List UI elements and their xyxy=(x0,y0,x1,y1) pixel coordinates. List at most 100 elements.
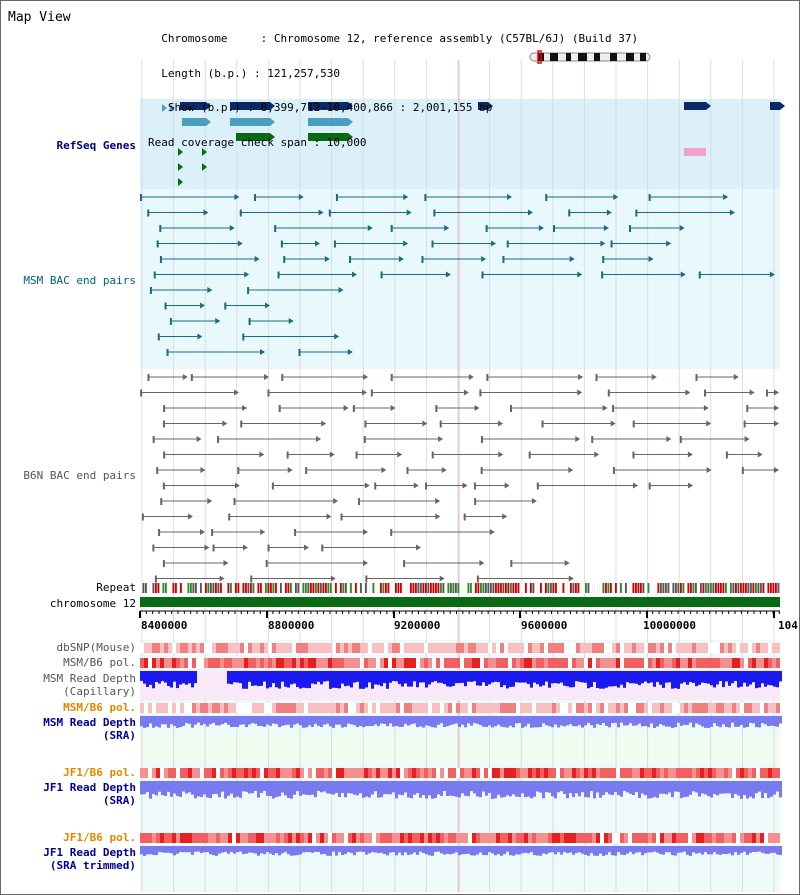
polymorphism-cell xyxy=(660,833,664,843)
b6n-bac-pair-end xyxy=(706,467,712,473)
polymorphism-cell xyxy=(224,658,228,668)
track-label-jf1-b6-pol[interactable]: JF1/B6 pol. xyxy=(63,766,136,779)
read-depth-bar xyxy=(302,846,305,853)
b6n-bac-pair-end xyxy=(578,374,584,380)
b6n-bac-pair-end xyxy=(228,513,231,521)
repeat-block xyxy=(240,583,242,593)
b6n-bac-pair-end xyxy=(704,389,707,397)
read-depth-bar xyxy=(314,846,317,852)
polymorphism-cell xyxy=(240,703,244,713)
repeat-block xyxy=(260,583,262,593)
polymorphism-cell xyxy=(316,643,320,653)
polymorphism-cell xyxy=(328,643,332,653)
polymorphism-cell xyxy=(740,643,744,653)
read-depth-bar xyxy=(545,671,548,682)
polymorphism-cell xyxy=(616,703,620,713)
track-label-jf1-depth-sra[interactable]: JF1 Read Depth xyxy=(43,781,136,794)
polymorphism-cell xyxy=(244,768,248,778)
read-depth-bar xyxy=(347,846,350,853)
read-depth-bar xyxy=(239,716,242,725)
track-label-msm-b6-pol[interactable]: MSM/B6 pol. xyxy=(63,656,136,669)
polymorphism-cell xyxy=(716,658,720,668)
polymorphism-cell xyxy=(684,833,688,843)
polymorphism-cell xyxy=(204,643,208,653)
polymorphism-cell xyxy=(520,768,524,778)
read-depth-bar xyxy=(695,846,698,854)
track-label-refseq[interactable]: RefSeq Genes xyxy=(56,139,136,152)
polymorphism-cell xyxy=(716,833,720,843)
polymorphism-cell xyxy=(324,658,328,668)
refseq-gene xyxy=(684,102,706,110)
repeat-block xyxy=(640,583,642,593)
repeat-block xyxy=(720,583,722,593)
repeat-block xyxy=(182,583,185,593)
read-depth-bar xyxy=(773,671,776,687)
polymorphism-cell xyxy=(280,643,284,653)
polymorphism-cell xyxy=(204,703,208,713)
read-depth-bar xyxy=(245,716,248,728)
track-label-dbsnp[interactable]: dbSNP(Mouse) xyxy=(56,641,136,654)
read-depth-bar xyxy=(665,671,668,683)
read-depth-bar xyxy=(479,846,482,853)
polymorphism-cell xyxy=(584,703,588,713)
read-depth-bar xyxy=(644,671,647,682)
track-label-msm-depth-cap[interactable]: MSM Read Depth xyxy=(43,672,136,685)
repeat-block xyxy=(145,583,147,593)
track-label-jf1-depth-trim[interactable]: JF1 Read Depth xyxy=(43,846,136,859)
polymorphism-cell xyxy=(360,658,364,668)
polymorphism-cell xyxy=(408,658,412,668)
b6n-bac-pair-end xyxy=(479,389,482,397)
polymorphism-cell xyxy=(484,703,488,713)
read-depth-bar xyxy=(164,671,167,683)
polymorphism-cell xyxy=(420,643,424,653)
read-depth-bar xyxy=(251,846,254,853)
read-depth-bar xyxy=(476,716,479,724)
repeat-block xyxy=(645,583,647,593)
read-depth-bar xyxy=(683,716,686,725)
read-depth-bar xyxy=(494,671,497,682)
read-depth-bar xyxy=(620,716,623,723)
read-depth-bar xyxy=(761,671,764,684)
read-depth-bar xyxy=(212,781,215,795)
read-depth-bar xyxy=(749,716,752,723)
read-depth-bar xyxy=(230,846,233,852)
read-depth-bar xyxy=(149,781,152,799)
polymorphism-cell xyxy=(576,703,580,713)
polymorphism-cell xyxy=(528,768,532,778)
polymorphism-cell xyxy=(192,703,196,713)
track-label-b6n-bac[interactable]: B6N BAC end pairs xyxy=(23,469,136,482)
msm-bac-pair-end xyxy=(481,256,487,262)
read-depth-bar xyxy=(389,846,392,853)
read-depth-bar xyxy=(746,716,749,727)
read-depth-bar xyxy=(320,671,323,685)
polymorphism-cell xyxy=(424,643,428,653)
read-depth-bar xyxy=(452,781,455,797)
read-depth-bar xyxy=(587,716,590,723)
track-label-jf1-b6-pol-2[interactable]: JF1/B6 pol. xyxy=(63,831,136,844)
b6n-bac-pair-end xyxy=(363,529,369,535)
polymorphism-cell xyxy=(504,658,508,668)
repeat-block xyxy=(350,583,352,593)
repeat-block xyxy=(695,583,697,593)
polymorphism-cell xyxy=(500,703,504,713)
read-depth-bar xyxy=(185,716,188,724)
polymorphism-cell xyxy=(476,833,480,843)
polymorphism-cell xyxy=(672,833,676,843)
track-label-msm-b6-pol-2[interactable]: MSM/B6 pol. xyxy=(63,701,136,714)
polymorphism-cell xyxy=(240,768,244,778)
track-label-msm-bac[interactable]: MSM BAC end pairs xyxy=(23,274,136,287)
read-depth-bar xyxy=(371,781,374,795)
polymorphism-cell xyxy=(460,643,464,653)
read-depth-bar xyxy=(185,846,188,853)
track-label-msm-depth-sra[interactable]: MSM Read Depth xyxy=(43,716,136,729)
repeat-block xyxy=(257,583,260,593)
read-depth-bar xyxy=(650,671,653,683)
msm-bac-pair-end xyxy=(601,271,604,279)
read-depth-bar xyxy=(551,716,554,728)
polymorphism-cell xyxy=(400,643,404,653)
repeat-block xyxy=(287,583,290,593)
b6n-bac-pair-end xyxy=(286,451,289,459)
repeat-block xyxy=(297,583,300,593)
polymorphism-cell xyxy=(144,833,148,843)
